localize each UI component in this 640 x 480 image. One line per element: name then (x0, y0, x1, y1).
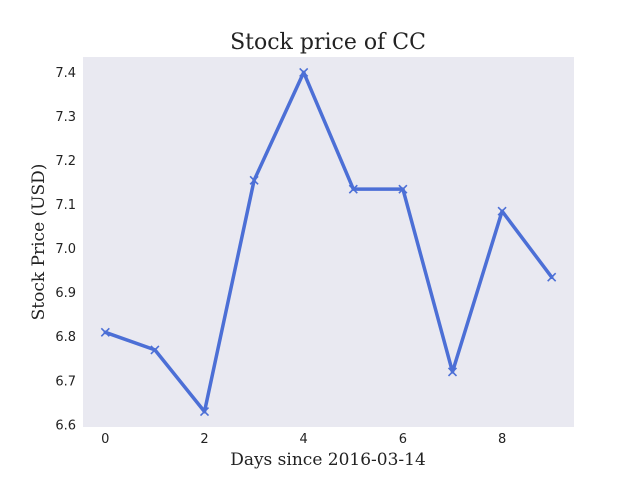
data-point-marker (447, 367, 458, 377)
chart-title: Stock price of CC (230, 30, 426, 55)
series-line (103, 70, 554, 414)
x-tick-label: 2 (200, 432, 208, 447)
plot-area (83, 57, 574, 427)
data-point-marker (150, 345, 160, 355)
data-point-marker (299, 67, 309, 77)
data-point-marker (348, 184, 358, 194)
y-tick-label: 7.2 (55, 154, 76, 169)
data-point-marker (497, 206, 507, 216)
y-tick-label: 7.3 (55, 110, 76, 125)
y-tick-label: 7.4 (55, 66, 76, 81)
x-tick-label: 8 (498, 432, 506, 447)
data-point-marker (249, 175, 259, 185)
x-axis-label: Days since 2016-03-14 (230, 450, 426, 470)
x-tick-label: 4 (300, 432, 308, 447)
data-point-marker (199, 407, 210, 417)
x-axis-ticks: 0 2 4 6 8 (101, 432, 506, 447)
y-tick-label: 7.1 (55, 198, 76, 213)
data-point-marker (398, 184, 408, 194)
series-layer (100, 67, 557, 417)
y-tick-label: 6.6 (55, 418, 76, 433)
x-tick-label: 0 (101, 432, 109, 447)
y-tick-label: 6.7 (55, 374, 76, 389)
y-tick-label: 7.0 (55, 242, 76, 257)
data-point-marker (100, 327, 110, 337)
y-axis-ticks: 6.6 6.7 6.8 6.9 7.0 7.1 7.2 7.3 7.4 (55, 66, 76, 433)
y-tick-label: 6.8 (55, 330, 76, 345)
y-tick-label: 6.9 (55, 286, 76, 301)
x-tick-label: 6 (399, 432, 407, 447)
data-point-marker (547, 272, 557, 282)
y-axis-label: Stock Price (USD) (29, 164, 49, 321)
